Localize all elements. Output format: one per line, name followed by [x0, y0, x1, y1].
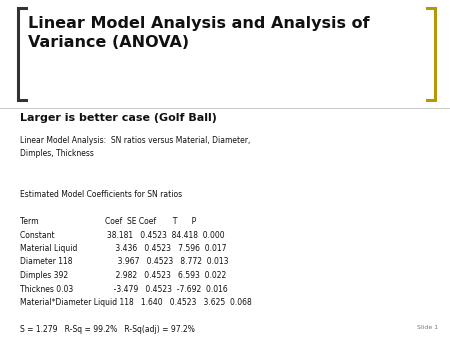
Text: Term                            Coef  SE Coef       T      P: Term Coef SE Coef T P: [20, 217, 196, 226]
FancyBboxPatch shape: [0, 108, 450, 338]
Text: Diameter 118                   3.967   0.4523   8.772  0.013: Diameter 118 3.967 0.4523 8.772 0.013: [20, 258, 229, 266]
Text: Linear Model Analysis:  SN ratios versus Material, Diameter,: Linear Model Analysis: SN ratios versus …: [20, 136, 250, 145]
Text: S = 1.279   R-Sq = 99.2%   R-Sq(adj) = 97.2%: S = 1.279 R-Sq = 99.2% R-Sq(adj) = 97.2%: [20, 325, 195, 334]
Text: Linear Model Analysis and Analysis of
Variance (ANOVA): Linear Model Analysis and Analysis of Va…: [28, 16, 369, 50]
Text: Constant                      38.181   0.4523  84.418  0.000: Constant 38.181 0.4523 84.418 0.000: [20, 231, 225, 240]
Text: Estimated Model Coefficients for SN ratios: Estimated Model Coefficients for SN rati…: [20, 190, 182, 199]
Text: Slide 1: Slide 1: [417, 325, 438, 330]
Text: Dimples, Thickness: Dimples, Thickness: [20, 149, 94, 159]
Text: Thicknes 0.03                 -3.479   0.4523  -7.692  0.016: Thicknes 0.03 -3.479 0.4523 -7.692 0.016: [20, 285, 228, 293]
Text: Larger is better case (Golf Ball): Larger is better case (Golf Ball): [20, 113, 217, 123]
FancyBboxPatch shape: [0, 0, 450, 108]
Text: Dimples 392                    2.982   0.4523   6.593  0.022: Dimples 392 2.982 0.4523 6.593 0.022: [20, 271, 226, 280]
Text: Material*Diameter Liquid 118   1.640   0.4523   3.625  0.068: Material*Diameter Liquid 118 1.640 0.452…: [20, 298, 252, 307]
Text: Material Liquid                3.436   0.4523   7.596  0.017: Material Liquid 3.436 0.4523 7.596 0.017: [20, 244, 226, 253]
